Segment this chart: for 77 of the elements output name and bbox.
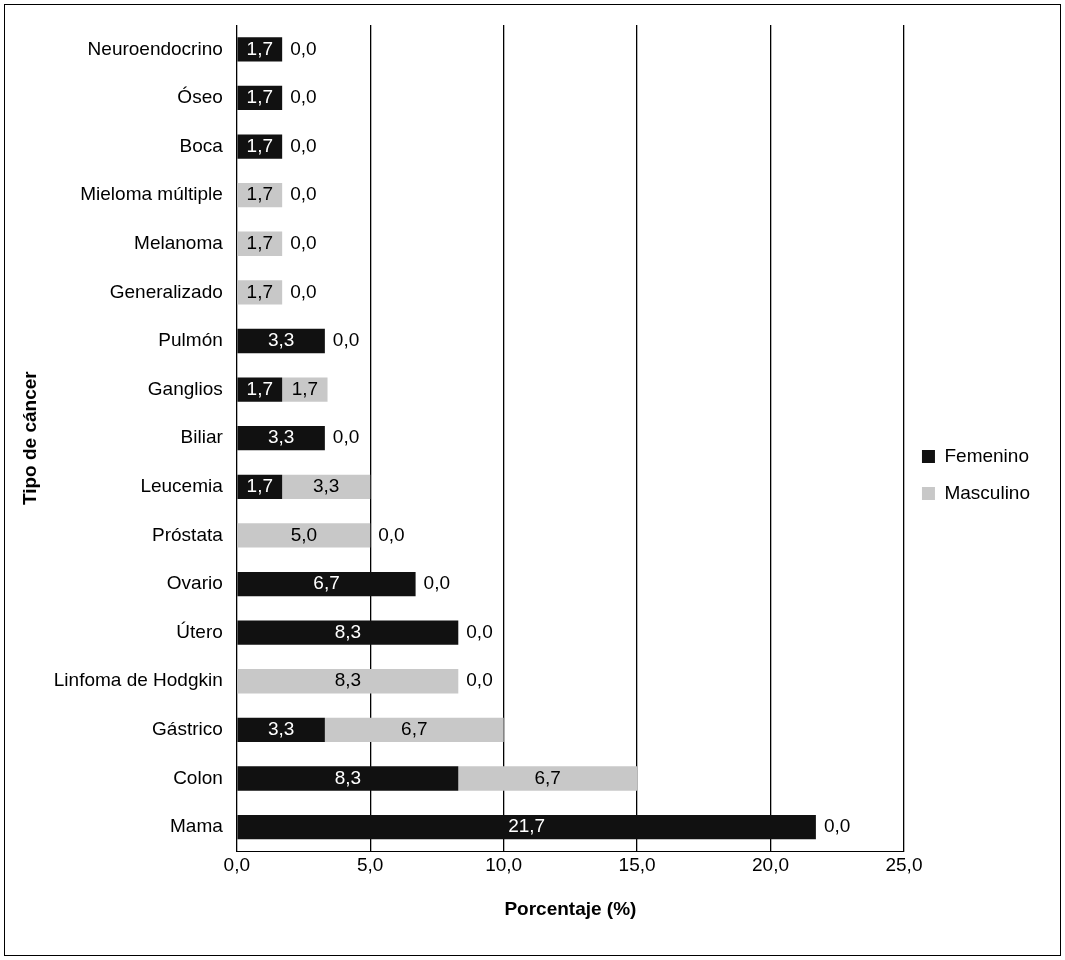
bar	[237, 134, 283, 159]
y-tick-label: Generalizado	[109, 280, 223, 302]
bar	[237, 280, 283, 305]
data-label: 6,7	[534, 766, 561, 788]
data-label: 0,0	[423, 572, 451, 594]
y-tick-label: Linfoma de Hodgkin	[53, 669, 223, 691]
bar	[282, 377, 328, 402]
data-label: 1,7	[246, 475, 274, 497]
y-tick-label: Leucemia	[140, 475, 224, 497]
data-label: 0,0	[290, 134, 317, 156]
data-label: 1,7	[246, 183, 274, 205]
x-tick-label: 20,0	[752, 854, 790, 876]
bar	[282, 474, 371, 499]
x-axis-title: Porcentaje (%)	[504, 897, 637, 919]
bar	[324, 717, 504, 743]
data-label: 0,0	[332, 329, 360, 351]
data-label: 0,0	[332, 426, 360, 448]
data-label: 3,3	[267, 426, 295, 448]
y-tick-label: Pulmón	[158, 329, 223, 351]
data-label: 8,3	[334, 669, 362, 691]
data-label: 0,0	[290, 183, 317, 205]
data-label: 1,7	[246, 280, 274, 302]
y-tick-label: Colon	[173, 766, 223, 788]
data-label: 0,0	[378, 523, 405, 545]
data-label: 6,7	[401, 718, 428, 740]
bar	[237, 426, 325, 451]
y-tick-label: Biliar	[180, 426, 224, 448]
bar	[237, 766, 459, 791]
bar	[458, 766, 638, 791]
x-tick-label: 25,0	[885, 854, 923, 876]
y-axis-title: Tipo de cáncer	[18, 370, 40, 506]
y-tick-label: Óseo	[177, 86, 223, 108]
legend-label: Femenino	[944, 444, 1029, 466]
data-label: 8,3	[334, 620, 362, 642]
data-label: 8,3	[334, 766, 362, 788]
data-label: 0,0	[466, 669, 493, 691]
data-label: 0,0	[290, 37, 317, 59]
y-tick-label: Próstata	[152, 523, 224, 545]
y-tick-label: Boca	[179, 134, 224, 156]
data-label: 1,7	[246, 377, 274, 399]
y-tick-label: Ganglios	[147, 377, 223, 399]
data-label: 1,7	[246, 37, 274, 59]
y-tick-label: Útero	[176, 620, 223, 642]
y-tick-label: Neuroendocrino	[87, 37, 223, 59]
x-tick-label: 15,0	[618, 854, 656, 876]
data-label: 3,3	[312, 475, 340, 497]
data-label: 3,3	[267, 718, 295, 740]
bar	[237, 571, 416, 597]
bar	[237, 669, 459, 694]
data-label: 1,7	[246, 231, 274, 253]
bar	[237, 620, 459, 645]
data-label: 1,7	[246, 86, 274, 108]
x-tick-label: 5,0	[357, 854, 384, 876]
y-tick-label: Melanoma	[134, 231, 224, 253]
data-label: 0,0	[290, 231, 317, 253]
data-label: 21,7	[508, 815, 546, 837]
data-label: 0,0	[466, 620, 493, 642]
x-tick-label: 0,0	[223, 854, 251, 876]
y-tick-label: Gástrico	[152, 718, 223, 740]
data-label: 3,3	[267, 329, 295, 351]
bar	[237, 328, 325, 354]
bar	[237, 814, 816, 840]
y-tick-label: Ovario	[166, 572, 223, 594]
data-label: 0,0	[290, 86, 317, 108]
legend-label: Masculino	[944, 481, 1031, 503]
data-label: 5,0	[290, 523, 318, 545]
bar	[237, 523, 371, 548]
data-label: 1,7	[291, 377, 319, 399]
data-label: 0,0	[290, 280, 317, 302]
data-label: 6,7	[313, 572, 340, 594]
y-tick-label: Mama	[170, 815, 224, 837]
x-tick-label: 10,0	[485, 854, 523, 876]
bar	[237, 377, 283, 402]
bar	[237, 717, 325, 743]
data-label: 1,7	[246, 134, 274, 156]
data-label: 0,0	[823, 815, 851, 837]
y-tick-label: Mieloma múltiple	[80, 183, 223, 205]
